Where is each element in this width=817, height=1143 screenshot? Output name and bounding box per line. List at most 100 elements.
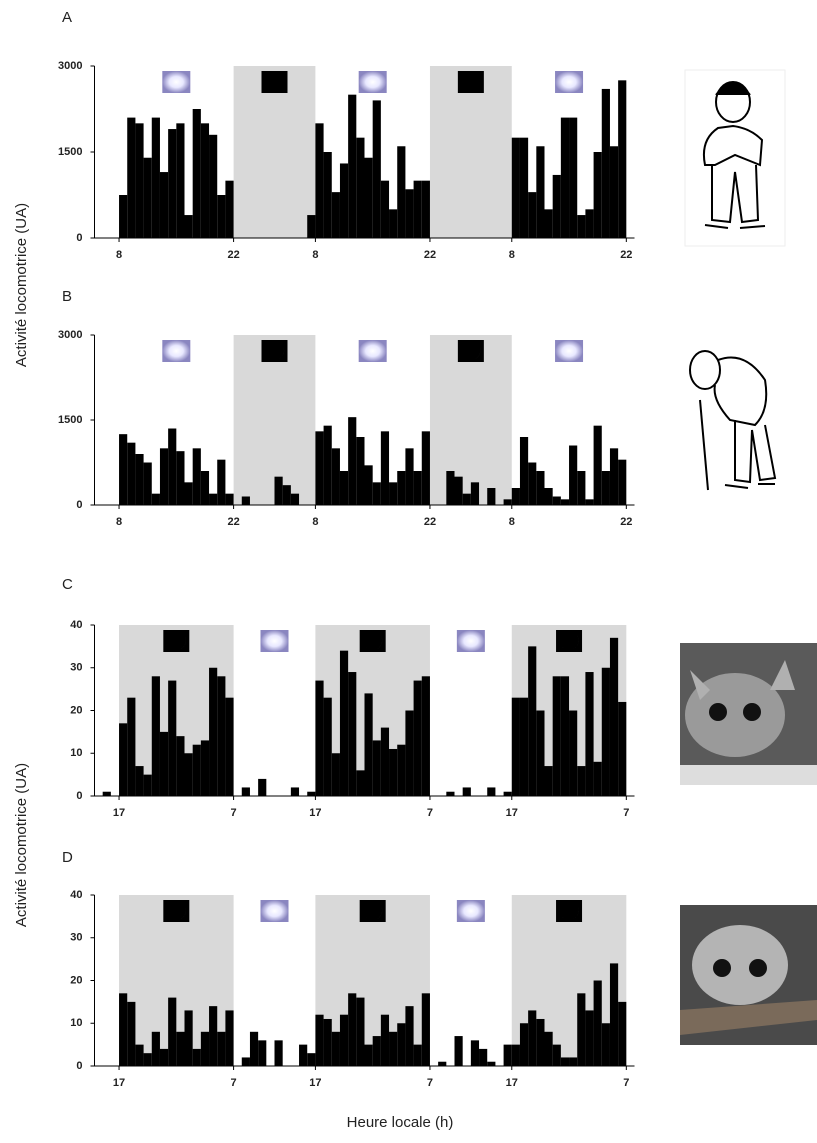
bar [340, 651, 348, 796]
bar [585, 1010, 593, 1066]
bar [315, 431, 323, 505]
bar [569, 446, 577, 506]
bar [610, 963, 618, 1066]
bar [185, 482, 193, 505]
bar [373, 100, 381, 238]
bar [201, 471, 209, 505]
x-tick-label: 17 [309, 1077, 321, 1089]
bar [389, 1032, 397, 1066]
bar [225, 181, 233, 238]
bar [512, 488, 520, 505]
bar [209, 494, 217, 505]
y-tick-label: 10 [70, 1017, 82, 1029]
bar [176, 123, 184, 238]
x-tick-label: 7 [231, 1077, 237, 1089]
bar [168, 681, 176, 796]
sun-icon [261, 900, 289, 922]
bar [315, 1015, 323, 1066]
bar [405, 189, 413, 238]
bar [373, 482, 381, 505]
bar [545, 766, 553, 796]
bar [185, 215, 193, 238]
bar [193, 745, 201, 796]
bar [414, 1045, 422, 1066]
y-tick-label: 1500 [58, 146, 82, 158]
bar [520, 138, 528, 238]
x-tick-label: 8 [312, 516, 318, 528]
bar [176, 451, 184, 505]
bar [332, 753, 340, 796]
bar [144, 463, 152, 506]
bar [340, 163, 348, 238]
bar [332, 1032, 340, 1066]
x-tick-label: 7 [427, 807, 433, 819]
bar [340, 471, 348, 505]
bar [103, 792, 111, 796]
bar [185, 753, 193, 796]
x-tick-label: 22 [424, 249, 436, 261]
y-tick-label: 3000 [58, 329, 82, 341]
moon-icon [458, 340, 484, 362]
bar [602, 668, 610, 796]
bar [119, 195, 127, 238]
bar [193, 109, 201, 238]
bar [135, 454, 143, 505]
bar [217, 676, 225, 796]
bar [119, 434, 127, 505]
bar [324, 698, 332, 796]
bar [397, 146, 405, 238]
panel-label: A [62, 9, 72, 26]
bar [135, 766, 143, 796]
bar [446, 792, 454, 796]
x-tick-label: 22 [227, 249, 239, 261]
bar [160, 448, 168, 505]
bar [356, 770, 364, 796]
bar [569, 711, 577, 797]
moon-icon [360, 900, 386, 922]
bar [397, 471, 405, 505]
bar [250, 1032, 258, 1066]
bar [201, 740, 209, 796]
bar [217, 460, 225, 505]
panel-label: B [62, 288, 72, 305]
bar [577, 215, 585, 238]
bar [536, 146, 544, 238]
y-tick-label: 1500 [58, 414, 82, 426]
y-tick-label: 20 [70, 974, 82, 986]
bar [577, 993, 585, 1066]
y-tick-label: 40 [70, 619, 82, 631]
bar [365, 465, 373, 505]
bar [553, 676, 561, 796]
bar [545, 488, 553, 505]
y-tick-label: 30 [70, 932, 82, 944]
y-tick-label: 0 [76, 790, 82, 802]
bar [610, 448, 618, 505]
bar [405, 448, 413, 505]
bar [275, 477, 283, 505]
y-tick-label: 0 [76, 1060, 82, 1072]
bar [602, 89, 610, 238]
bar [446, 471, 454, 505]
x-tick-label: 17 [309, 807, 321, 819]
bar [512, 698, 520, 796]
bar [553, 1045, 561, 1066]
bar [160, 1049, 168, 1066]
bar [176, 1032, 184, 1066]
bar [324, 1019, 332, 1066]
sun-icon [457, 900, 485, 922]
bar [422, 676, 430, 796]
bar [397, 1023, 405, 1066]
bar [348, 417, 356, 505]
bar [528, 646, 536, 796]
bar [193, 448, 201, 505]
bar [168, 129, 176, 238]
bar [373, 1036, 381, 1066]
bar [389, 749, 397, 796]
bar [185, 1010, 193, 1066]
bar [356, 138, 364, 238]
bar [356, 437, 364, 505]
bar [545, 1032, 553, 1066]
bar [381, 728, 389, 796]
bar [512, 138, 520, 238]
bar [127, 443, 135, 505]
